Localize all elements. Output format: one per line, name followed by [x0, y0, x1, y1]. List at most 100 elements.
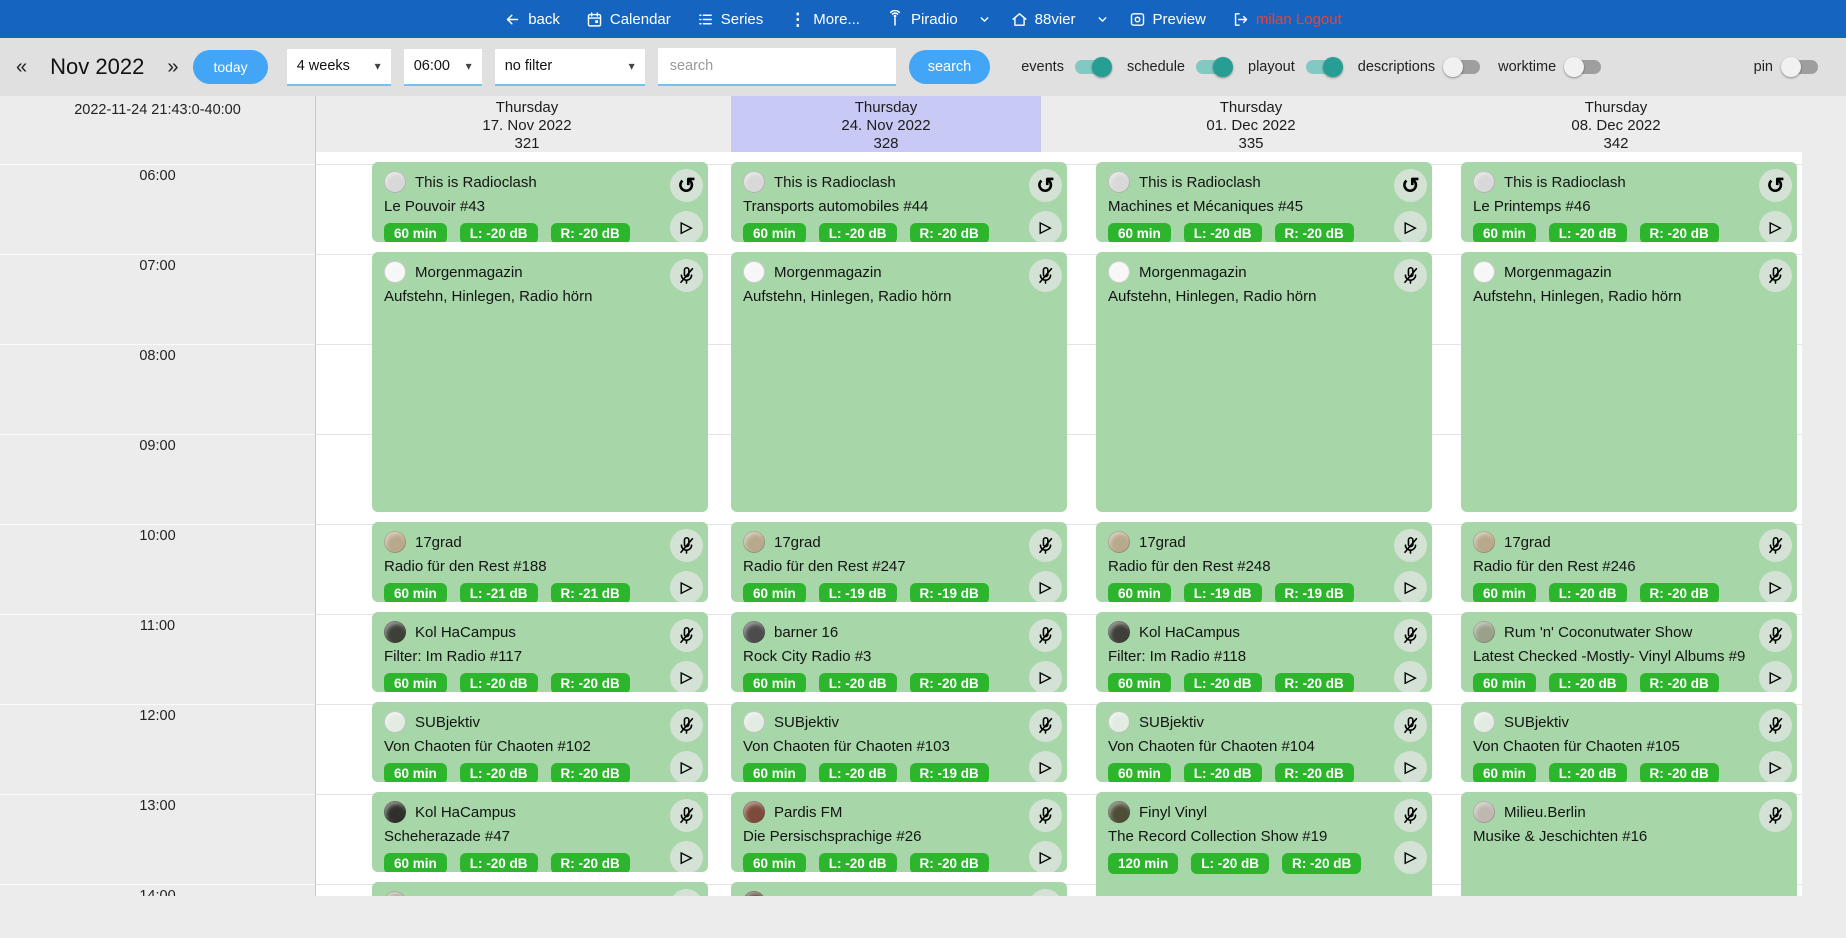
event-card[interactable]: barner 16 Rock City Radio #3 60 min L: -20 … — [731, 612, 1067, 692]
play-button[interactable]: ▷ — [1759, 571, 1792, 602]
rotate-button[interactable]: ↺ — [1394, 169, 1427, 202]
play-button[interactable]: ▷ — [1394, 751, 1427, 782]
mic-off-button[interactable] — [1029, 259, 1062, 292]
play-button[interactable]: ▷ — [1029, 661, 1062, 692]
rotate-button[interactable]: ↺ — [1759, 169, 1792, 202]
next-month-button[interactable]: » — [167, 55, 179, 78]
range-select[interactable]: 4 weeks ▾ — [286, 48, 391, 86]
play-button[interactable]: ▷ — [1394, 571, 1427, 602]
event-card[interactable]: Milieu.Berlin Musike & Jeschichten #16 — [1461, 792, 1797, 896]
event-card[interactable]: Pardis FM Die Persischsprachige #26 60 min… — [731, 792, 1067, 872]
play-button[interactable]: ▷ — [1394, 661, 1427, 692]
event-card[interactable]: Morgenmagazin Aufstehn, Hinlegen, Radio h… — [372, 252, 708, 512]
play-button[interactable]: ▷ — [1759, 751, 1792, 782]
piradio-dropdown-chevron[interactable] — [978, 13, 991, 26]
mic-off-button[interactable] — [670, 799, 703, 832]
mic-off-button[interactable] — [1394, 799, 1427, 832]
today-button[interactable]: today — [193, 50, 268, 84]
event-card[interactable]: Beatniks — [731, 882, 1067, 896]
mic-off-button[interactable] — [1394, 619, 1427, 652]
event-card[interactable]: 17grad Radio für den Rest #188 60 min L: -2… — [372, 522, 708, 602]
mic-off-button[interactable] — [1759, 709, 1792, 742]
event-card[interactable]: Radiokombinat — [372, 882, 708, 896]
mic-off-button[interactable] — [1759, 529, 1792, 562]
mic-off-button[interactable] — [1759, 799, 1792, 832]
event-card[interactable]: This is Radioclash Transports automobiles… — [731, 162, 1067, 242]
play-button[interactable]: ▷ — [1029, 571, 1062, 602]
play-button[interactable]: ▷ — [670, 211, 703, 242]
play-button[interactable]: ▷ — [670, 661, 703, 692]
toggle-switch[interactable] — [1074, 57, 1112, 77]
mic-off-button[interactable] — [1394, 259, 1427, 292]
mic-off-button[interactable] — [1759, 259, 1792, 292]
nav-item-piradio[interactable]: Piradio — [886, 10, 958, 28]
mic-off-button[interactable] — [670, 259, 703, 292]
toggle-switch[interactable] — [1564, 57, 1602, 77]
event-card[interactable]: Morgenmagazin Aufstehn, Hinlegen, Radio h… — [731, 252, 1067, 512]
event-card[interactable]: Kol HaCampus Filter: Im Radio #118 60 min L… — [1096, 612, 1432, 692]
event-card[interactable]: SUBjektiv Von Chaoten für Chaoten #104 60 … — [1096, 702, 1432, 782]
rotate-button[interactable]: ↺ — [670, 169, 703, 202]
event-card[interactable]: This is Radioclash Le Pouvoir #43 60 min L:… — [372, 162, 708, 242]
88vier-dropdown-chevron[interactable] — [1096, 13, 1109, 26]
nav-item-calendar[interactable]: Calendar — [586, 11, 671, 28]
play-button[interactable]: ▷ — [1759, 211, 1792, 242]
play-button[interactable]: ▷ — [670, 751, 703, 782]
event-card[interactable]: Morgenmagazin Aufstehn, Hinlegen, Radio h… — [1096, 252, 1432, 512]
mic-off-button[interactable] — [1029, 529, 1062, 562]
event-card[interactable]: 17grad Radio für den Rest #248 60 min L: -1… — [1096, 522, 1432, 602]
episode-title: Musike & Jeschichten #16 — [1473, 828, 1648, 845]
toggle-switch[interactable] — [1443, 57, 1481, 77]
event-card[interactable]: Kol HaCampus Scheherazade #47 60 min L: -20… — [372, 792, 708, 872]
mic-off-button[interactable] — [670, 709, 703, 742]
event-card[interactable]: This is Radioclash Le Printemps #46 60 min… — [1461, 162, 1797, 242]
play-button[interactable]: ▷ — [1759, 661, 1792, 692]
back-button[interactable]: back — [504, 11, 560, 28]
mic-off-button[interactable] — [1759, 619, 1792, 652]
toggle-switch[interactable] — [1781, 57, 1818, 77]
play-button[interactable]: ▷ — [670, 841, 703, 872]
mic-off-button[interactable] — [670, 529, 703, 562]
event-card[interactable]: Kol HaCampus Filter: Im Radio #117 60 min L… — [372, 612, 708, 692]
event-card[interactable]: SUBjektiv Von Chaoten für Chaoten #105 60 … — [1461, 702, 1797, 782]
event-card[interactable]: SUBjektiv Von Chaoten für Chaoten #102 60 … — [372, 702, 708, 782]
play-button[interactable]: ▷ — [1394, 211, 1427, 242]
mic-off-button[interactable] — [1394, 709, 1427, 742]
back-arrow-icon — [507, 14, 519, 24]
nav-item-more[interactable]: ⋮ More... — [789, 11, 860, 28]
mic-off-button[interactable] — [1029, 889, 1062, 896]
mic-off-button[interactable] — [670, 889, 703, 896]
toggle-switch[interactable] — [1305, 57, 1343, 77]
nav-item-series[interactable]: Series — [697, 11, 763, 28]
rotate-button[interactable]: ↺ — [1029, 169, 1062, 202]
filter-select[interactable]: no filter ▾ — [494, 48, 645, 86]
play-button[interactable]: ▷ — [1394, 841, 1427, 874]
event-card[interactable]: 17grad Radio für den Rest #246 60 min L: -2… — [1461, 522, 1797, 602]
event-card[interactable]: This is Radioclash Machines et Mécaniques… — [1096, 162, 1432, 242]
play-button[interactable]: ▷ — [1029, 841, 1062, 872]
mic-off-button[interactable] — [1394, 529, 1427, 562]
mic-off-button[interactable] — [1029, 709, 1062, 742]
show-avatar — [384, 891, 406, 896]
start-time-select[interactable]: 06:00 ▾ — [403, 48, 482, 86]
event-card[interactable]: Rum 'n' Coconutwater Show Latest Checked … — [1461, 612, 1797, 692]
play-button[interactable]: ▷ — [1029, 751, 1062, 782]
badge: R: -20 dB — [1639, 673, 1719, 692]
event-card[interactable]: Finyl Vinyl The Record Collection Show #1… — [1096, 792, 1432, 896]
mic-off-button[interactable] — [1029, 619, 1062, 652]
show-name: Kol HaCampus — [415, 623, 516, 641]
search-button[interactable]: search — [908, 50, 991, 84]
play-button[interactable]: ▷ — [1029, 211, 1062, 242]
search-input[interactable] — [657, 48, 896, 86]
toggle-switch[interactable] — [1196, 57, 1233, 77]
logout-button[interactable]: milan Logout — [1232, 11, 1342, 28]
mic-off-button[interactable] — [670, 619, 703, 652]
nav-item-88vier[interactable]: 88vier — [1011, 11, 1076, 28]
mic-off-button[interactable] — [1029, 799, 1062, 832]
play-button[interactable]: ▷ — [670, 571, 703, 602]
nav-item-preview[interactable]: Preview — [1129, 11, 1206, 28]
prev-month-button[interactable]: « — [16, 55, 28, 78]
event-card[interactable]: 17grad Radio für den Rest #247 60 min L: -1… — [731, 522, 1067, 602]
event-card[interactable]: Morgenmagazin Aufstehn, Hinlegen, Radio h… — [1461, 252, 1797, 512]
event-card[interactable]: SUBjektiv Von Chaoten für Chaoten #103 60 … — [731, 702, 1067, 782]
